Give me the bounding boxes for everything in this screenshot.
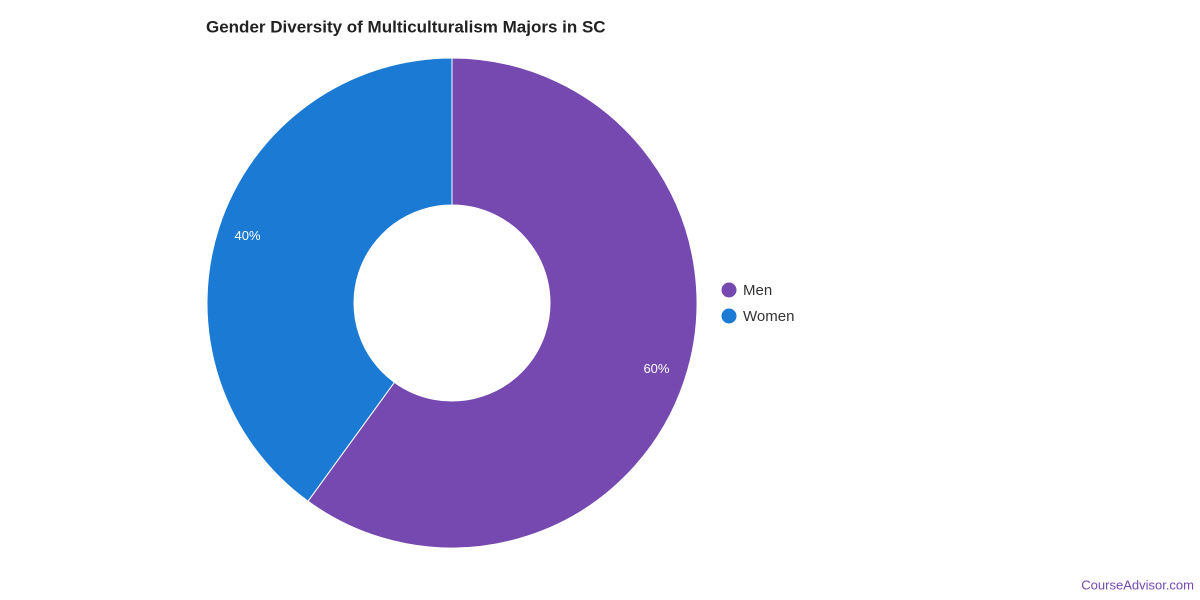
- value-label: 60%: [643, 361, 669, 376]
- legend-marker: [721, 308, 737, 324]
- slice: [307, 57, 698, 549]
- source: CourseAdvisor.com: [1081, 577, 1194, 592]
- slice: [206, 57, 453, 502]
- legend-label: Men: [743, 282, 772, 299]
- chart-title: Gender Diversity of Multiculturalism Maj…: [206, 17, 606, 36]
- legend-label: Women: [743, 308, 794, 325]
- value-label: 40%: [235, 228, 261, 243]
- legend-marker: [721, 282, 737, 298]
